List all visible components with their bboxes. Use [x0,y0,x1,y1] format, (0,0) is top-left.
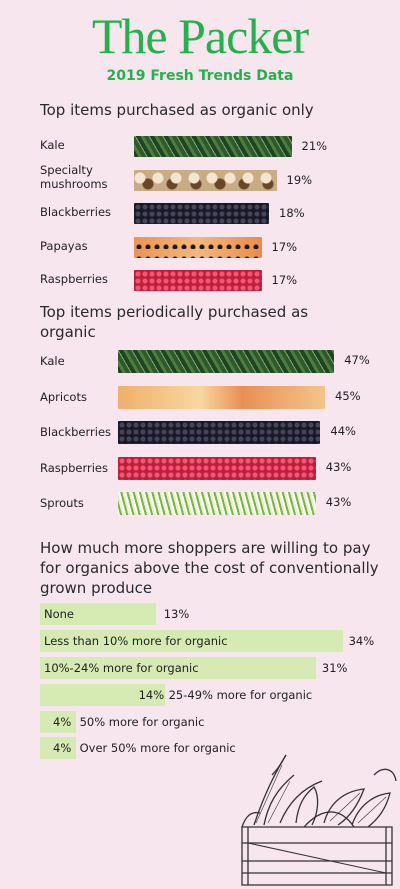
periodic-label: Kale [40,354,65,368]
periodic-bar [118,385,325,409]
section-premium-title: How much more shoppers are willing to pa… [40,539,379,597]
periodic-value-label: 47% [344,353,370,367]
price-premium-label: Less than 10% more for organic [44,634,228,648]
price-premium-bar [40,711,76,733]
periodic-label: Raspberries [40,460,108,475]
subtitle: 2019 Fresh Trends Data [106,68,294,84]
price-premium-value-label: 4% [53,741,72,755]
organic-only-bar [134,270,262,291]
periodic-label: Blackberries [40,425,112,439]
organic-only-value-label: 19% [286,172,313,187]
periodic-value-label: 44% [330,424,356,438]
organic-only-label: Blackberries [40,205,112,219]
section-periodic-title: Top items periodically purchased as orga… [40,303,309,341]
periodic-bar [118,492,316,515]
organic-only-label: Kale [40,138,65,152]
periodic-bar [118,456,316,480]
price-premium-bar [40,657,316,679]
organic-only-value-label: 17% [271,239,298,254]
periodic-value-label: 43% [325,459,352,474]
price-premium-label: 10%-24% more for organic [44,661,199,675]
organic-only-bar [134,169,277,191]
periodic-label: Apricots [40,389,87,404]
price-premium-label: None [44,607,75,621]
price-premium-value-label: 34% [348,634,375,648]
organic-only-bar [134,136,292,157]
price-premium-bar [40,630,343,652]
price-premium-label: 25-49% more for organic [168,688,313,702]
periodic-bar [118,421,321,444]
periodic-bar [118,350,335,373]
price-premium-value-label: 4% [53,715,72,729]
periodic-value-label: 43% [325,495,352,509]
section-organic-only-title: Top items purchased as organic only [40,101,314,119]
organic-only-label: Papayas [40,238,88,253]
brand-logo: The Packer [91,8,309,64]
organic-only-label: Raspberries [40,272,108,286]
periodic-value-label: 45% [335,388,361,403]
organic-only-value-label: 18% [279,206,305,220]
price-premium-bar [40,603,156,625]
price-premium-label: 50% more for organic [79,715,205,729]
organic-only-bar [134,236,262,258]
price-premium-value-label: 31% [321,661,348,675]
periodic-label: Sprouts [40,496,84,510]
price-premium-bar [40,684,165,706]
price-premium-bar [40,737,76,759]
organic-only-bar [134,203,269,224]
organic-only-value-label: 21% [301,139,328,153]
price-premium-value-label: 14% [138,688,165,702]
produce-crate-illustration [241,754,397,886]
price-premium-label: Over 50% more for organic [79,741,236,755]
organic-only-label: Specialty mushrooms [40,162,108,191]
price-premium-value-label: 13% [163,607,190,621]
organic-only-value-label: 17% [271,273,298,287]
